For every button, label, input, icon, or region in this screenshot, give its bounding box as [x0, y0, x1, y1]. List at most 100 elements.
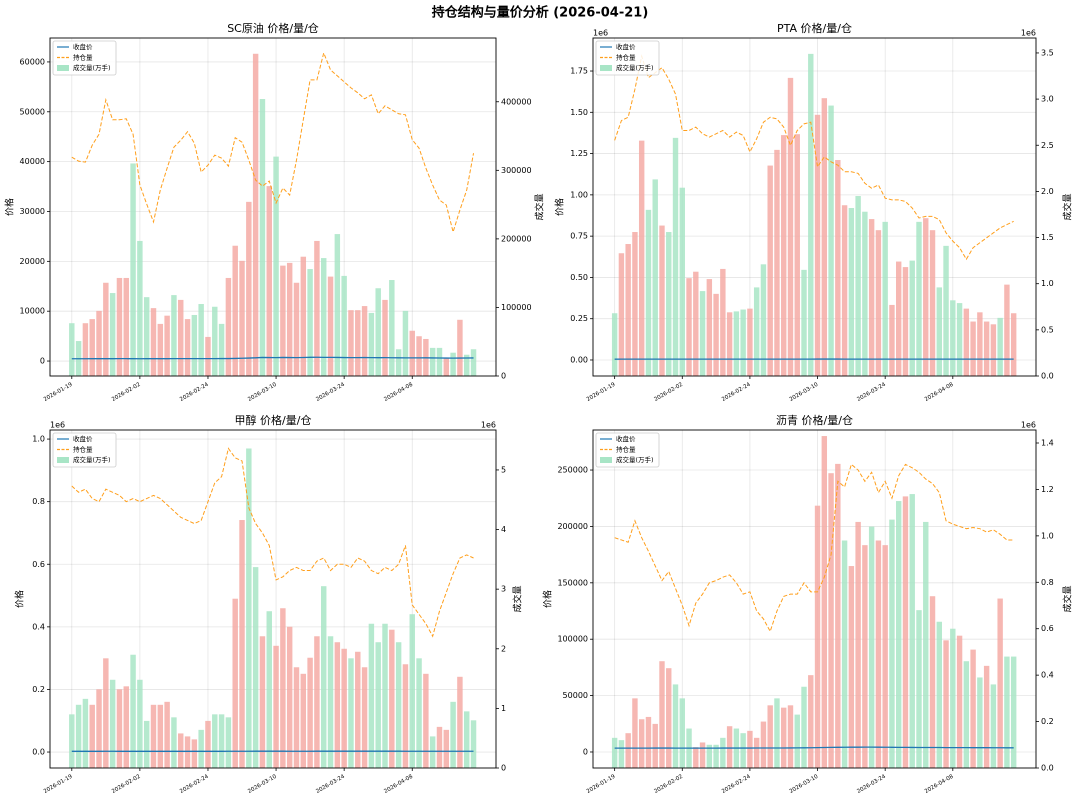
volume-bar [443, 729, 450, 768]
volume-bar [672, 137, 679, 376]
volume-bar [645, 209, 652, 376]
volume-bar [436, 347, 443, 376]
volume-bar [835, 160, 841, 376]
volume-bar [760, 721, 767, 768]
volume-bar [997, 598, 1003, 768]
y2-tick-label: 3.5 [1041, 48, 1054, 57]
volume-bar [259, 636, 266, 768]
volume-bar [977, 677, 983, 768]
legend-label: 收盘价 [616, 42, 636, 51]
volume-bar [855, 196, 861, 376]
volume-bar [286, 626, 293, 768]
volume-bar [774, 698, 780, 768]
volume-bar [382, 623, 388, 768]
volume-bar [429, 736, 436, 768]
volume-bar [611, 313, 618, 376]
y2-tick-label: 300000 [501, 166, 532, 175]
open-interest-line [71, 447, 474, 638]
y2-tick-label: 1 [501, 704, 506, 713]
legend-label: 收盘价 [73, 42, 93, 51]
y-tick-label: 50000 [20, 107, 45, 116]
y2-tick-label: 1.2 [1041, 485, 1054, 494]
volume-bar [457, 319, 463, 376]
y2-offset-label: 1e6 [1021, 29, 1036, 38]
volume-bar [395, 349, 402, 376]
volume-bar [116, 689, 123, 768]
volume-bar [402, 664, 409, 768]
volume-bar [348, 658, 354, 768]
volume-bar [368, 623, 375, 768]
y2-offset-label: 1e6 [481, 421, 496, 430]
volume-bar [1004, 656, 1010, 768]
y-tick-label: 1.25 [570, 149, 588, 158]
volume-bar [252, 53, 259, 376]
volume-bar [794, 714, 800, 768]
volume-bar [666, 668, 672, 768]
volume-bar [280, 608, 286, 768]
y-tick-label: 40000 [20, 157, 45, 166]
volume-bar [767, 165, 773, 376]
volume-bar [841, 205, 848, 376]
volume-bar [923, 521, 929, 768]
volume-bar [983, 665, 990, 768]
volume-bar [679, 187, 685, 376]
legend-label: 持仓量 [73, 445, 93, 454]
volume-bar [246, 201, 252, 376]
volume-bar [395, 642, 402, 768]
volume-bar [75, 704, 82, 768]
volume-bar [416, 658, 422, 768]
volume-bar [123, 686, 129, 768]
subplot-title: PTA 价格/量/仓 [777, 21, 852, 35]
volume-bar [89, 319, 95, 376]
volume-bar [747, 730, 753, 768]
volume-bar [327, 276, 334, 376]
volume-bar [368, 312, 375, 376]
volume-bar [720, 268, 726, 376]
y-tick-label: 50000 [563, 691, 588, 700]
volume-bar [882, 221, 888, 376]
volume-bar [355, 651, 361, 768]
volume-bar [82, 323, 89, 376]
volume-bar [178, 299, 184, 376]
volume-bar [429, 347, 436, 376]
legend-swatch [600, 65, 612, 71]
y2-tick-label: 3 [501, 585, 506, 594]
volume-bar [929, 596, 936, 768]
y-axis-label: 价格 [4, 198, 16, 216]
y-offset-label: 1e6 [593, 29, 608, 38]
volume-bar [862, 211, 868, 376]
volume-bar [950, 628, 956, 768]
volume-bar [164, 701, 170, 768]
y2-tick-label: 0 [501, 764, 506, 773]
legend-swatch [57, 65, 69, 71]
volume-bar [212, 306, 218, 376]
volume-bar [706, 744, 713, 768]
volume-bar [82, 698, 89, 768]
volume-bar [686, 278, 692, 376]
volume-bar [814, 505, 821, 768]
y-offset-label: 1e6 [50, 421, 65, 430]
volume-bar [443, 358, 450, 376]
volume-bar [116, 277, 123, 376]
legend-label: 成交量(万手) [616, 455, 654, 464]
volume-bar [652, 723, 658, 768]
volume-bar [902, 496, 909, 768]
volume-bar [672, 684, 679, 768]
y2-tick-label: 3.0 [1041, 95, 1054, 104]
volume-bar [137, 679, 143, 768]
y-tick-label: 0.25 [570, 314, 588, 323]
volume-bar [375, 642, 381, 768]
volume-bar [293, 667, 300, 768]
volume-bar [109, 679, 116, 768]
volume-bar [150, 308, 157, 376]
volume-bar [713, 744, 719, 768]
volume-bar [341, 648, 347, 768]
volume-bar [321, 258, 327, 376]
volume-bar [808, 53, 814, 376]
y2-offset-label: 1e6 [1021, 421, 1036, 430]
volume-bar [963, 661, 970, 768]
volume-bar [321, 586, 327, 768]
volume-bar [463, 711, 470, 768]
